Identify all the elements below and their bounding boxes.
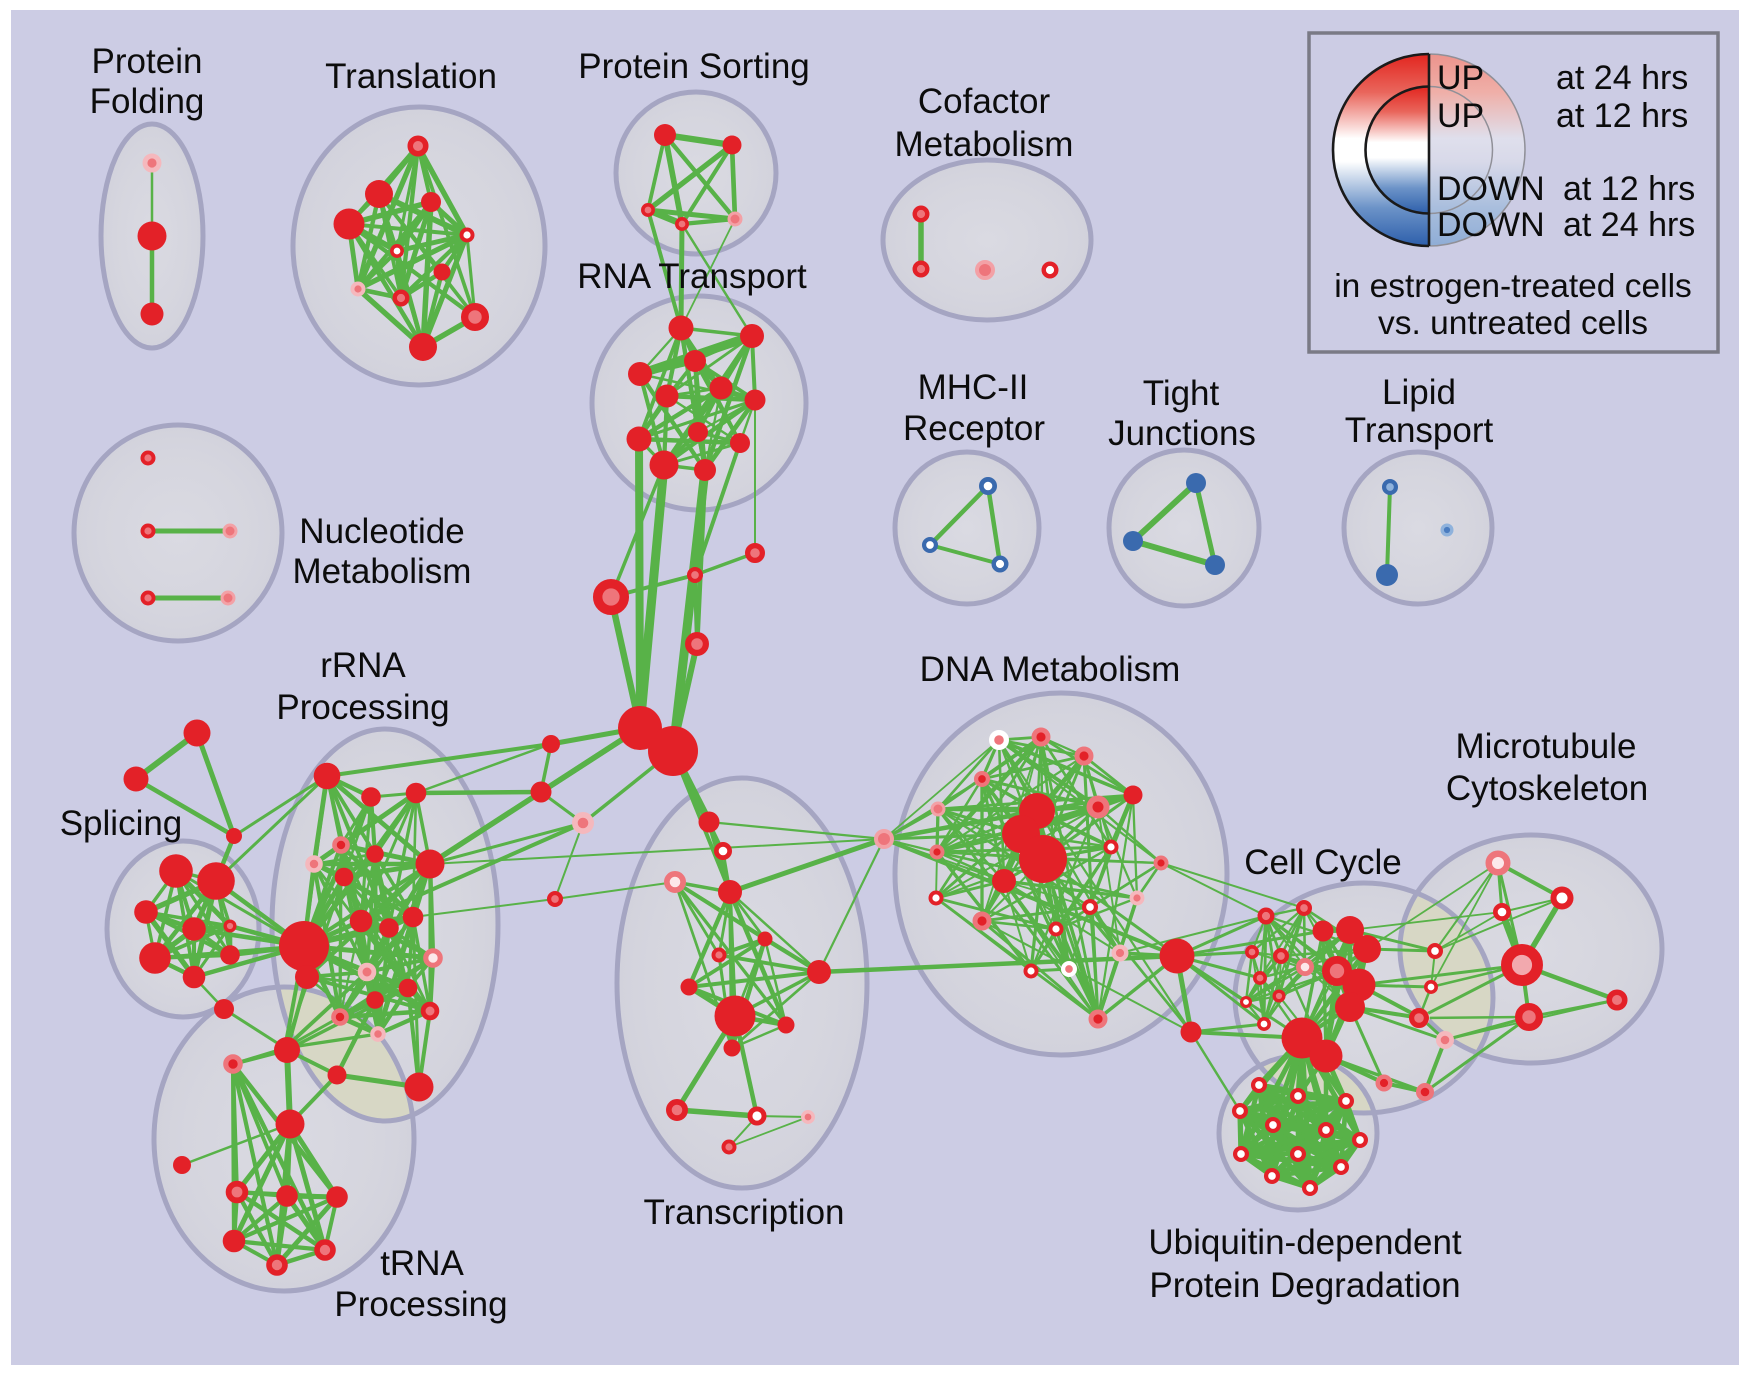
svg-text:DOWN: DOWN (1437, 206, 1545, 244)
svg-text:Cell Cycle: Cell Cycle (1244, 843, 1402, 882)
svg-text:tRNA: tRNA (380, 1244, 464, 1283)
svg-text:RNA Transport: RNA Transport (577, 257, 807, 296)
svg-text:DNA Metabolism: DNA Metabolism (920, 650, 1181, 689)
svg-text:Protein Degradation: Protein Degradation (1149, 1266, 1460, 1305)
svg-text:Ubiquitin-dependent: Ubiquitin-dependent (1148, 1223, 1462, 1262)
svg-text:Folding: Folding (90, 82, 205, 121)
svg-text:Metabolism: Metabolism (293, 552, 472, 591)
svg-text:Lipid: Lipid (1382, 373, 1456, 412)
svg-text:at 12 hrs: at 12 hrs (1563, 170, 1695, 208)
svg-text:UP: UP (1437, 97, 1484, 135)
svg-text:in estrogen-treated cells: in estrogen-treated cells (1334, 268, 1692, 305)
svg-text:Protein Sorting: Protein Sorting (578, 47, 810, 86)
svg-text:Cytoskeleton: Cytoskeleton (1446, 769, 1648, 808)
svg-text:Metabolism: Metabolism (895, 125, 1074, 164)
svg-text:Nucleotide: Nucleotide (299, 512, 464, 551)
svg-text:Tight: Tight (1143, 374, 1220, 413)
svg-text:Junctions: Junctions (1108, 414, 1256, 453)
svg-text:Translation: Translation (325, 57, 497, 96)
svg-text:rRNA: rRNA (320, 646, 406, 685)
svg-text:UP: UP (1437, 59, 1484, 97)
svg-text:Transcription: Transcription (644, 1193, 845, 1232)
svg-text:Microtubule: Microtubule (1456, 727, 1637, 766)
svg-text:Processing: Processing (276, 688, 449, 727)
svg-text:Protein: Protein (92, 42, 203, 81)
svg-text:at 24 hrs: at 24 hrs (1563, 206, 1695, 244)
svg-text:at 12 hrs: at 12 hrs (1556, 97, 1688, 135)
svg-text:Processing: Processing (334, 1285, 507, 1324)
svg-text:Cofactor: Cofactor (918, 82, 1051, 121)
svg-text:MHC-II: MHC-II (918, 368, 1029, 407)
svg-text:DOWN: DOWN (1437, 170, 1545, 208)
svg-text:at 24 hrs: at 24 hrs (1556, 59, 1688, 97)
svg-text:Splicing: Splicing (60, 804, 183, 843)
svg-text:Receptor: Receptor (903, 409, 1045, 448)
svg-text:Transport: Transport (1345, 411, 1494, 450)
svg-text:vs. untreated cells: vs. untreated cells (1378, 305, 1648, 342)
